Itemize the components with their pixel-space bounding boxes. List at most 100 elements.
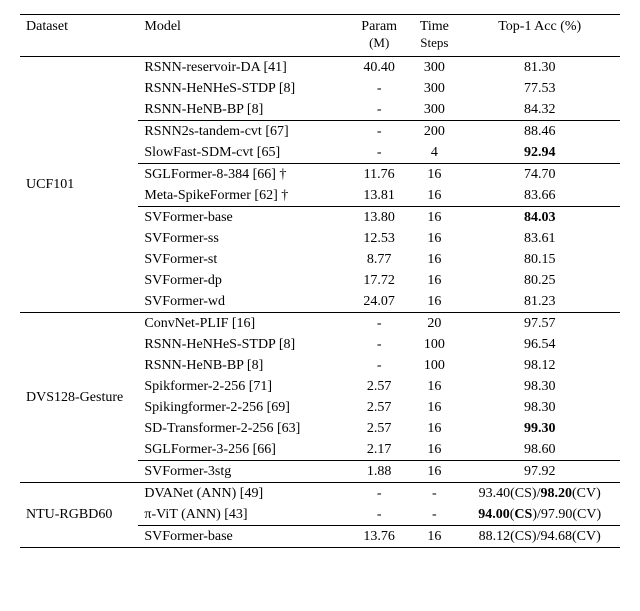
param-cell: 24.07: [349, 291, 409, 313]
acc-cell: 83.66: [459, 185, 620, 207]
param-cell: -: [349, 355, 409, 376]
col-acc-label: Top-1 Acc (%): [498, 19, 581, 34]
model-cell: SD-Transformer-2-256 [63]: [138, 418, 349, 439]
ts-cell: -: [409, 504, 459, 526]
ts-cell: -: [409, 483, 459, 505]
model-cell: RSNN-HeNHeS-STDP [8]: [138, 334, 349, 355]
acc-cell: 77.53: [459, 78, 620, 99]
col-param: Param (M): [349, 15, 409, 57]
acc-cell: 98.60: [459, 439, 620, 461]
ts-cell: 200: [409, 121, 459, 143]
acc-cell: 98.30: [459, 397, 620, 418]
model-cell: SVFormer-base: [138, 207, 349, 229]
param-cell: 13.80: [349, 207, 409, 229]
ts-cell: 4: [409, 142, 459, 164]
model-cell: RSNN-reservoir-DA [41]: [138, 57, 349, 79]
model-cell: Meta-SpikeFormer [62] †: [138, 185, 349, 207]
ts-cell: 20: [409, 313, 459, 335]
acc-cell: 84.03: [459, 207, 620, 229]
param-cell: 40.40: [349, 57, 409, 79]
acc-cell: 83.61: [459, 228, 620, 249]
model-cell: RSNN-HeNB-BP [8]: [138, 355, 349, 376]
model-cell: DVANet (ANN) [49]: [138, 483, 349, 505]
param-cell: -: [349, 78, 409, 99]
acc-cell: 97.57: [459, 313, 620, 335]
acc-cell: 98.12: [459, 355, 620, 376]
acc-cell: 88.46: [459, 121, 620, 143]
param-cell: 11.76: [349, 164, 409, 186]
ts-cell: 300: [409, 78, 459, 99]
ts-cell: 16: [409, 526, 459, 548]
param-cell: -: [349, 313, 409, 335]
col-param-sub: (M): [369, 35, 389, 50]
ts-cell: 100: [409, 334, 459, 355]
col-acc: Top-1 Acc (%): [459, 15, 620, 57]
ts-cell: 16: [409, 164, 459, 186]
acc-cell: 99.30: [459, 418, 620, 439]
acc-cell: 74.70: [459, 164, 620, 186]
param-cell: 2.57: [349, 397, 409, 418]
ts-cell: 16: [409, 376, 459, 397]
model-cell: SGLFormer-8-384 [66] †: [138, 164, 349, 186]
model-cell: Spikformer-2-256 [71]: [138, 376, 349, 397]
acc-cell: 81.30: [459, 57, 620, 79]
model-cell: π-ViT (ANN) [43]: [138, 504, 349, 526]
param-cell: 2.57: [349, 418, 409, 439]
model-cell: SVFormer-3stg: [138, 461, 349, 483]
ts-cell: 16: [409, 291, 459, 313]
param-cell: -: [349, 334, 409, 355]
acc-cell: 81.23: [459, 291, 620, 313]
ts-cell: 300: [409, 99, 459, 121]
param-cell: -: [349, 99, 409, 121]
col-dataset-label: Dataset: [26, 19, 68, 34]
ts-cell: 16: [409, 418, 459, 439]
param-cell: 13.76: [349, 526, 409, 548]
dataset-cell: NTU-RGBD60: [20, 483, 138, 548]
results-table: Dataset Model Param (M) Time Steps Top-1…: [20, 14, 620, 548]
col-ts-label: Time: [420, 19, 449, 34]
model-cell: SVFormer-dp: [138, 270, 349, 291]
ts-cell: 300: [409, 57, 459, 79]
acc-cell: 93.40(CS)/98.20(CV): [459, 483, 620, 505]
model-cell: SVFormer-st: [138, 249, 349, 270]
acc-cell: 92.94: [459, 142, 620, 164]
param-cell: 8.77: [349, 249, 409, 270]
model-cell: Spikingformer-2-256 [69]: [138, 397, 349, 418]
acc-cell: 96.54: [459, 334, 620, 355]
param-cell: -: [349, 483, 409, 505]
col-param-label: Param: [361, 19, 397, 34]
acc-cell: 94.00(CS)/97.90(CV): [459, 504, 620, 526]
col-ts-sub: Steps: [420, 35, 448, 50]
dataset-cell: DVS128-Gesture: [20, 313, 138, 483]
model-cell: SlowFast-SDM-cvt [65]: [138, 142, 349, 164]
dataset-cell: UCF101: [20, 57, 138, 313]
model-cell: RSNN-HeNB-BP [8]: [138, 99, 349, 121]
col-dataset: Dataset: [20, 15, 138, 57]
model-cell: SVFormer-ss: [138, 228, 349, 249]
ts-cell: 16: [409, 228, 459, 249]
param-cell: 1.88: [349, 461, 409, 483]
model-cell: ConvNet-PLIF [16]: [138, 313, 349, 335]
param-cell: -: [349, 142, 409, 164]
model-cell: SVFormer-wd: [138, 291, 349, 313]
param-cell: 17.72: [349, 270, 409, 291]
acc-cell: 88.12(CS)/94.68(CV): [459, 526, 620, 548]
ts-cell: 16: [409, 439, 459, 461]
param-cell: -: [349, 504, 409, 526]
model-cell: SVFormer-base: [138, 526, 349, 548]
ts-cell: 16: [409, 207, 459, 229]
param-cell: -: [349, 121, 409, 143]
acc-cell: 80.15: [459, 249, 620, 270]
param-cell: 2.57: [349, 376, 409, 397]
model-cell: RSNN2s-tandem-cvt [67]: [138, 121, 349, 143]
model-cell: RSNN-HeNHeS-STDP [8]: [138, 78, 349, 99]
acc-cell: 80.25: [459, 270, 620, 291]
acc-cell: 84.32: [459, 99, 620, 121]
ts-cell: 100: [409, 355, 459, 376]
acc-cell: 97.92: [459, 461, 620, 483]
param-cell: 13.81: [349, 185, 409, 207]
ts-cell: 16: [409, 461, 459, 483]
col-model: Model: [138, 15, 349, 57]
col-timesteps: Time Steps: [409, 15, 459, 57]
param-cell: 12.53: [349, 228, 409, 249]
